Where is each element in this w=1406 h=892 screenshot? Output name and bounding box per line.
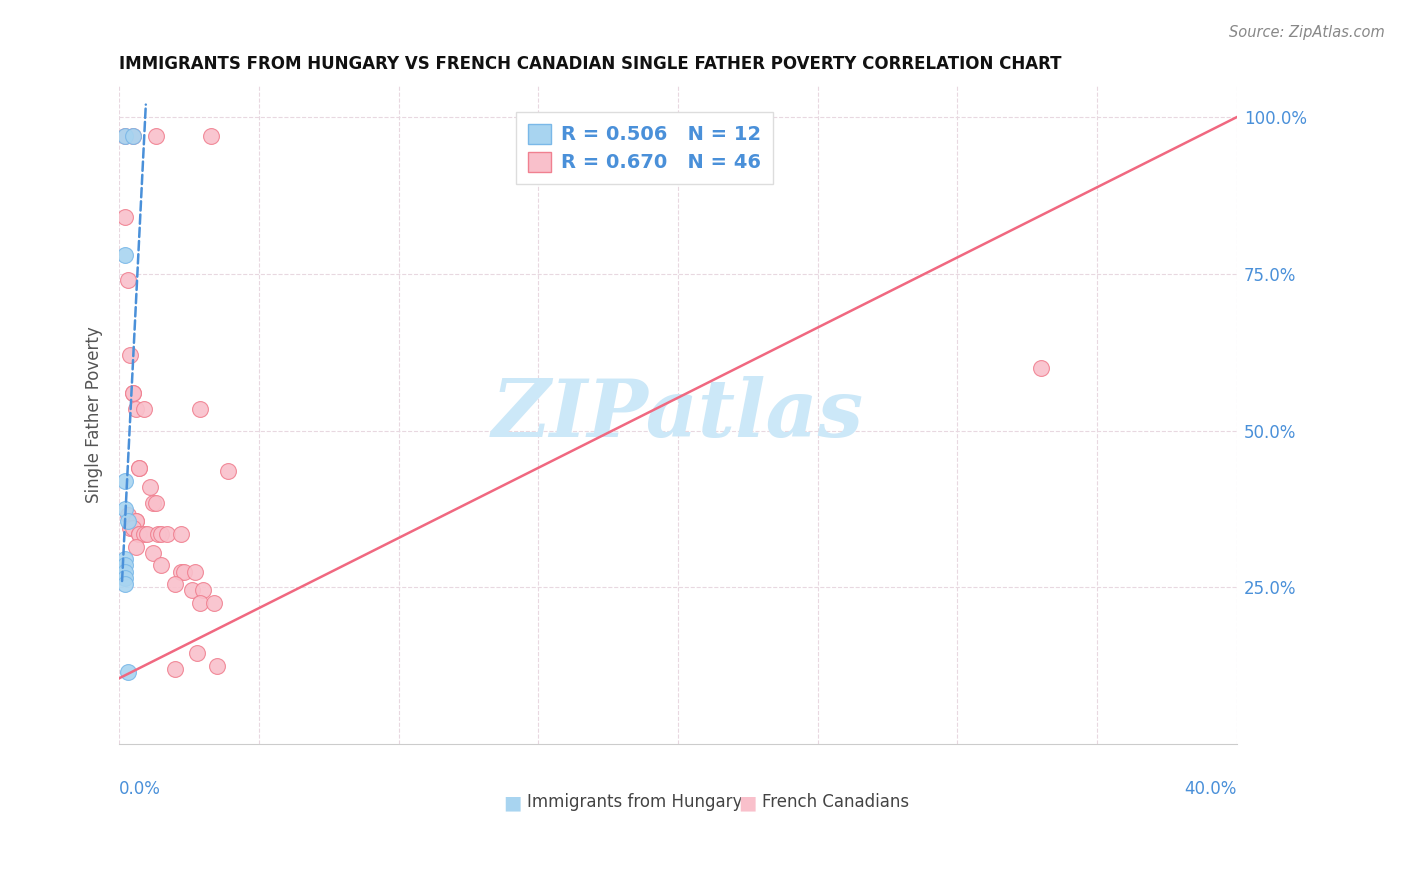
Text: French Canadians: French Canadians: [762, 793, 908, 812]
Point: [202, 596, 225, 610]
Point: [117, 665, 139, 679]
Point: [122, 386, 145, 401]
Point: [145, 496, 167, 510]
Point: [122, 386, 145, 401]
Point: [165, 577, 187, 591]
Text: 0.0%: 0.0%: [120, 780, 162, 798]
Point: [114, 552, 136, 566]
Point: [186, 646, 208, 660]
Point: [128, 527, 150, 541]
Text: Source: ZipAtlas.com: Source: ZipAtlas.com: [1229, 25, 1385, 40]
Point: [114, 502, 136, 516]
Point: [145, 128, 167, 143]
Point: [114, 474, 136, 488]
Point: [128, 527, 150, 541]
Point: [205, 658, 228, 673]
Y-axis label: Single Father Poverty: Single Father Poverty: [86, 326, 103, 503]
Point: [117, 508, 139, 523]
Text: Immigrants from Hungary: Immigrants from Hungary: [527, 793, 742, 812]
Point: [170, 565, 193, 579]
Text: IMMIGRANTS FROM HUNGARY VS FRENCH CANADIAN SINGLE FATHER POVERTY CORRELATION CHA: IMMIGRANTS FROM HUNGARY VS FRENCH CANADI…: [120, 55, 1062, 73]
Point: [114, 248, 136, 262]
Point: [117, 515, 139, 529]
Text: ZIPatlas: ZIPatlas: [492, 376, 865, 454]
Point: [114, 577, 136, 591]
Point: [114, 571, 136, 585]
Point: [128, 461, 150, 475]
Point: [114, 565, 136, 579]
Point: [188, 401, 211, 416]
Point: [114, 128, 136, 143]
Point: [156, 527, 179, 541]
Point: [128, 461, 150, 475]
Point: [125, 540, 148, 554]
Point: [180, 583, 202, 598]
Point: [150, 558, 173, 573]
Text: ■: ■: [503, 793, 522, 813]
Point: [165, 662, 187, 676]
Point: [117, 273, 139, 287]
Point: [122, 128, 145, 143]
Point: [134, 401, 156, 416]
Point: [1031, 360, 1053, 375]
Point: [148, 527, 170, 541]
Point: [139, 480, 162, 494]
Legend: R = 0.506   N = 12, R = 0.670   N = 46: R = 0.506 N = 12, R = 0.670 N = 46: [516, 112, 773, 184]
Point: [191, 583, 214, 598]
Point: [136, 527, 159, 541]
Point: [125, 515, 148, 529]
Point: [142, 496, 165, 510]
Point: [120, 521, 142, 535]
Point: [114, 211, 136, 225]
Point: [114, 128, 136, 143]
Point: [170, 527, 193, 541]
Text: ■: ■: [738, 793, 756, 813]
Point: [134, 527, 156, 541]
Point: [200, 128, 222, 143]
Point: [150, 527, 173, 541]
Point: [142, 546, 165, 560]
Point: [120, 348, 142, 362]
Point: [173, 565, 195, 579]
Point: [217, 464, 239, 478]
Point: [125, 401, 148, 416]
Point: [125, 515, 148, 529]
Point: [122, 128, 145, 143]
Point: [188, 596, 211, 610]
Text: 40.0%: 40.0%: [1184, 780, 1237, 798]
Point: [183, 565, 205, 579]
Point: [114, 558, 136, 573]
Point: [122, 521, 145, 535]
